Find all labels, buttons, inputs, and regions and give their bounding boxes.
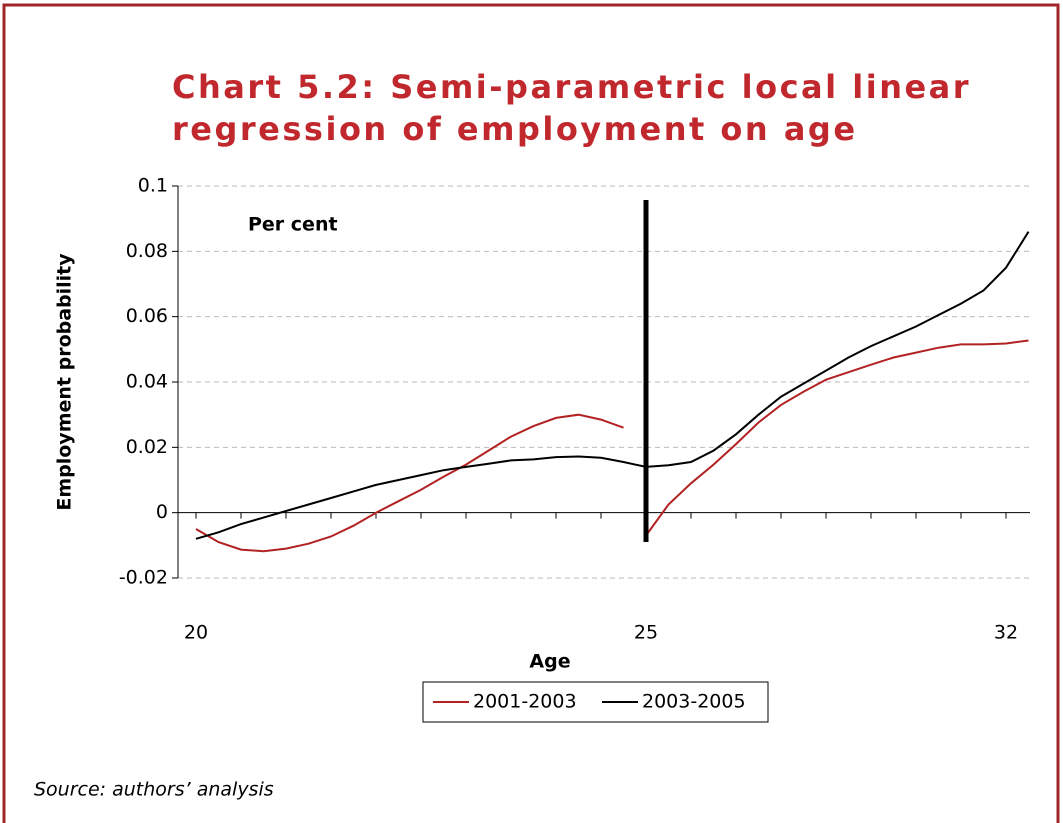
- x-tick-label: 20: [184, 622, 208, 644]
- y-tick-label: 0.04: [126, 371, 168, 393]
- series-line: [195, 339, 1029, 553]
- chart-subtitle: regression of employment on age: [172, 110, 858, 148]
- legend-label: 2003-2005: [642, 691, 746, 713]
- y-tick-label: 0.02: [126, 436, 168, 458]
- x-tick-label: 32: [994, 622, 1018, 644]
- annotation: Per cent: [248, 214, 338, 236]
- frame: [2, 3, 1060, 823]
- y-tick-label: 0.1: [138, 175, 168, 197]
- x-tick-label: 25: [634, 622, 658, 644]
- y-axis-label: Employment probability: [54, 253, 76, 511]
- legend-label: 2001-2003: [473, 691, 577, 713]
- y-tick-label: 0: [156, 501, 168, 523]
- legend-box: [422, 681, 769, 723]
- y-tick-label: 0.08: [126, 240, 168, 262]
- source: Source: authors’ analysis: [34, 779, 274, 801]
- y-tick-label: -0.02: [119, 567, 168, 589]
- chart-title: Chart 5.2: Semi-parametric local linear: [172, 68, 971, 106]
- series-line: [195, 231, 1030, 540]
- y-tick-label: 0.06: [126, 305, 168, 327]
- x-axis-label: Age: [529, 651, 570, 673]
